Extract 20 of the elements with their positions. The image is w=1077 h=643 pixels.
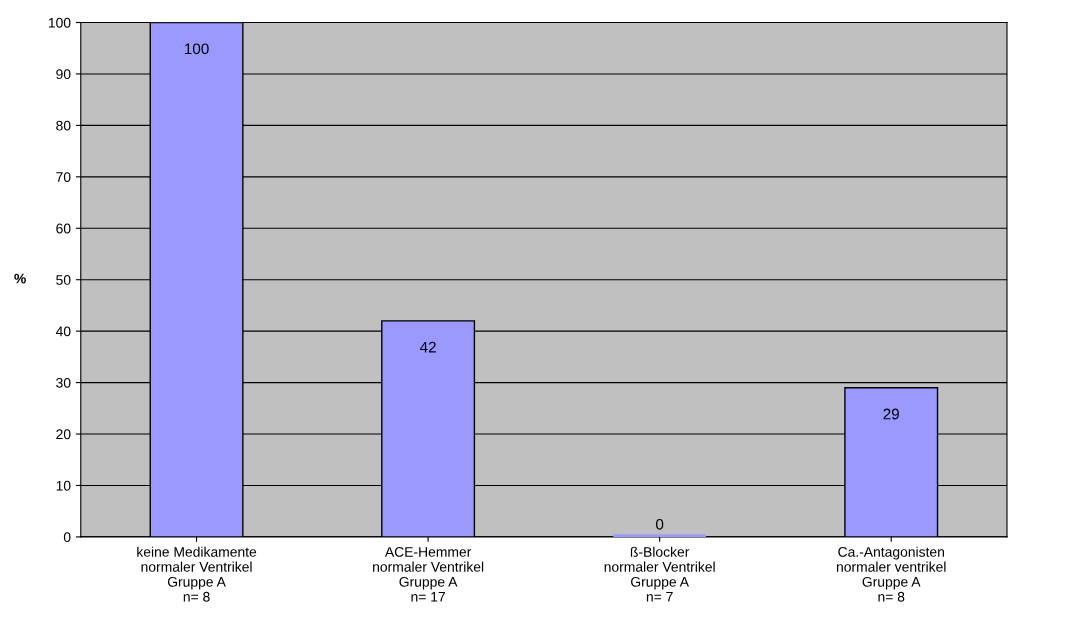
y-tick-label: 0	[63, 532, 71, 543]
y-tick-label: 90	[56, 69, 71, 80]
y-tick-label: 100	[48, 17, 71, 28]
y-tick-label: 60	[56, 223, 71, 234]
data-label: 100	[184, 43, 209, 55]
y-axis-title: %	[14, 273, 26, 284]
x-tick-label: ß-Blocker normaler Ventrikel Gruppe A n= 7	[604, 546, 715, 602]
y-tick-label: 30	[56, 377, 71, 388]
y-tick-label: 80	[56, 120, 71, 131]
y-tick-label: 10	[56, 480, 71, 491]
data-label: 42	[419, 341, 436, 353]
y-tick-label: 40	[55, 326, 71, 337]
y-tick-label: 50	[56, 275, 71, 285]
x-tick-label: ACE-Hemmer normaler Ventrikel Gruppe A n= 17	[373, 546, 484, 602]
x-tick-label: Ca.-Antagonisten normaler ventrikel Gruppe A n= 8	[836, 546, 946, 602]
y-tick-label: 20	[56, 429, 71, 440]
y-tick-label: 70	[56, 172, 71, 182]
x-tick-label: keine Medikamente normaler Ventrikel Gruppe A n= 8	[137, 546, 257, 602]
data-label: 29	[883, 408, 899, 420]
data-label: 0	[656, 518, 664, 530]
